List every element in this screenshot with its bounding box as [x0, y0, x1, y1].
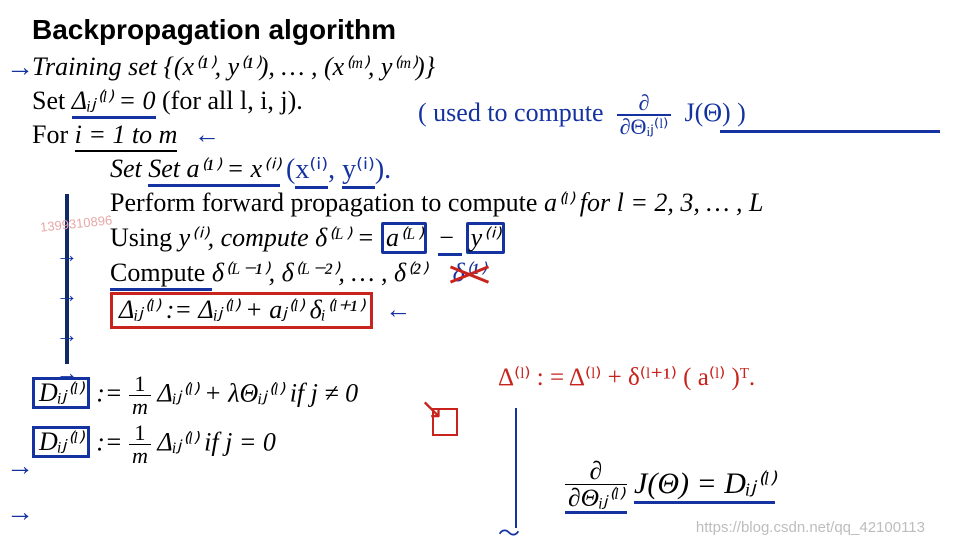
arrow-icon: →: [6, 52, 34, 84]
line-set-a1: Set Set a⁽¹⁾ = x⁽ⁱ⁾: [110, 154, 927, 184]
underline-icon: [720, 130, 940, 133]
hand-note-xy: (x⁽ⁱ⁾, y⁽ⁱ⁾).: [286, 152, 391, 186]
line-forward-prop: Perform forward propagation to compute a…: [110, 188, 927, 218]
watermark: https://blog.csdn.net/qq_42100113: [696, 519, 925, 536]
line-d-j-eq-0: Dᵢⱼ⁽ˡ⁾ := 1m Δᵢⱼ⁽ˡ⁾ if j = 0: [32, 422, 927, 467]
arrow-icon: ←: [194, 120, 220, 149]
hand-note-vector-form: Δ⁽ˡ⁾ : = Δ⁽ˡ⁾ + δ⁽ˡ⁺¹⁾ ( a⁽ˡ⁾ )ᵀ.: [498, 362, 755, 392]
box-Dij-2: Dᵢⱼ⁽ˡ⁾: [32, 426, 90, 458]
box-delta-update: Δᵢⱼ⁽ˡ⁾ := Δᵢⱼ⁽ˡ⁾ + aⱼ⁽ˡ⁾ δᵢ⁽ˡ⁺¹⁾: [110, 292, 373, 329]
line-delta-update: Δᵢⱼ⁽ˡ⁾ := Δᵢⱼ⁽ˡ⁾ + aⱼ⁽ˡ⁾ δᵢ⁽ˡ⁺¹⁾ ←: [110, 292, 927, 329]
line-training-set: Training set {(x⁽¹⁾, y⁽¹⁾), … , (x⁽ᵐ⁾, y…: [32, 52, 927, 82]
tick-icon: →: [56, 282, 78, 308]
arrow-icon: →: [6, 497, 34, 529]
line-compute-deltas: Compute δ⁽ᴸ⁻¹⁾, δ⁽ᴸ⁻²⁾, … , δ⁽²⁾ δ⁽¹⁾: [110, 258, 927, 288]
page-title: Backpropagation algorithm: [32, 14, 927, 46]
tick-icon: →: [56, 322, 78, 348]
arrow-icon: ←: [385, 295, 411, 324]
divider-icon: [515, 408, 517, 528]
line-d-j-neq-0: Dᵢⱼ⁽ˡ⁾ := 1m Δᵢⱼ⁽ˡ⁾ + λΘᵢⱼ⁽ˡ⁾ if j ≠ 0: [32, 373, 927, 418]
tick-icon: →: [56, 242, 78, 268]
line-using-y: Using y⁽ⁱ⁾, compute δ⁽ᴸ⁾ = a⁽ᴸ⁾ − y⁽ⁱ⁾: [110, 222, 927, 254]
delta-zero: Δᵢⱼ⁽ˡ⁾ = 0: [72, 86, 156, 119]
arrow-icon: →: [6, 451, 34, 483]
watermark: 1399310896: [39, 212, 112, 234]
box-Dij-1: Dᵢⱼ⁽ˡ⁾: [32, 377, 90, 409]
box-yi: y⁽ⁱ⁾: [466, 222, 505, 254]
crossed-delta1: δ⁽¹⁾: [453, 258, 486, 288]
hand-note-used-to-compute: ( used to compute ∂∂Θᵢⱼ⁽ˡ⁾ J(Θ) ): [418, 92, 746, 138]
box-aL: a⁽ᴸ⁾: [381, 222, 427, 254]
deriv-equals-D: ∂∂Θᵢⱼ⁽ˡ⁾ J(Θ) = Dᵢⱼ⁽ˡ⁾: [565, 458, 775, 514]
squiggle-icon: ～: [498, 516, 520, 542]
